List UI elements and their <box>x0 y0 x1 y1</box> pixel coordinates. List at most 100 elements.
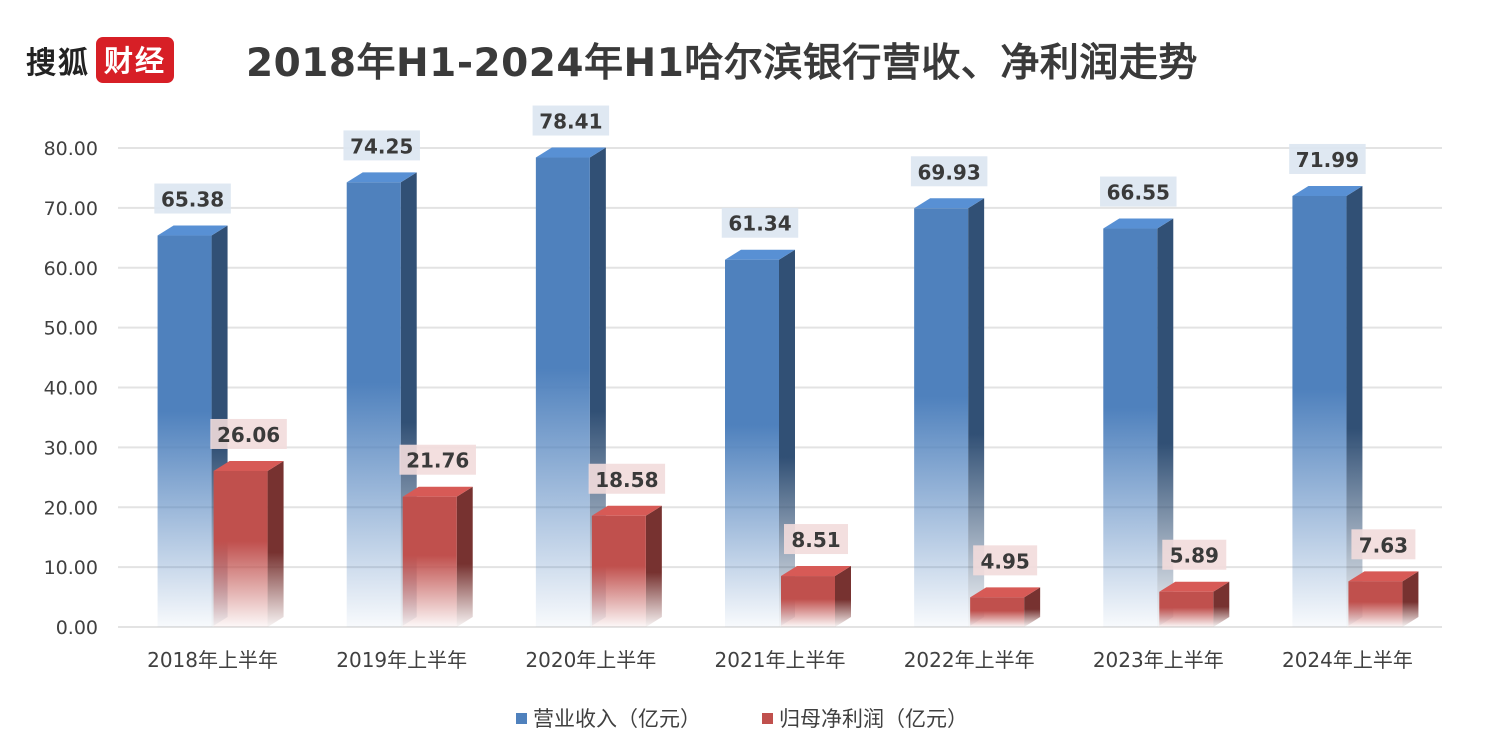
y-tick-label: 50.00 <box>44 318 98 340</box>
bar-net-profit <box>1159 581 1230 627</box>
bar-front <box>725 259 779 627</box>
bar-revenue <box>1103 218 1174 628</box>
bar-side <box>645 505 662 627</box>
bars <box>157 147 1419 628</box>
bar-side <box>1157 218 1174 628</box>
data-label: 66.55 <box>1107 181 1170 205</box>
bar-front <box>914 208 969 627</box>
data-label-bg <box>532 105 610 136</box>
bar-top <box>781 566 851 577</box>
bar-front <box>591 515 646 627</box>
data-label: 7.63 <box>1359 533 1408 557</box>
bar-front <box>535 157 590 627</box>
x-tick-label: 2019年上半年 <box>336 648 467 672</box>
bar-side <box>1024 587 1041 627</box>
data-label-bg <box>210 418 287 449</box>
logo-caijing-badge: 财经 <box>96 37 175 83</box>
y-tick-label: 80.00 <box>44 138 98 160</box>
data-label-bg <box>910 156 988 187</box>
bar-revenue <box>1292 185 1363 627</box>
y-tick-label: 40.00 <box>44 378 98 400</box>
data-label: 21.76 <box>406 449 469 473</box>
x-tick-label: 2022年上半年 <box>904 648 1035 672</box>
bar-top <box>157 225 228 236</box>
bar-net-profit <box>970 587 1041 627</box>
bar-top <box>970 587 1041 598</box>
data-label-bg <box>154 183 231 214</box>
bar-top <box>591 505 662 516</box>
bar-side <box>589 147 606 627</box>
bar-revenue <box>535 147 606 627</box>
x-tick-label: 2024年上半年 <box>1282 648 1413 672</box>
bar-top <box>1292 185 1363 196</box>
bar-net-profit <box>213 460 284 627</box>
data-label: 4.95 <box>980 549 1029 573</box>
bar-front <box>213 470 268 627</box>
data-label: 5.89 <box>1170 544 1219 568</box>
bar-front <box>402 496 457 627</box>
y-tick-label: 30.00 <box>44 437 98 459</box>
bar-top <box>213 460 284 471</box>
bar-top <box>725 249 795 260</box>
bar-front <box>157 235 212 628</box>
chart-title: 2018年H1-2024年H1哈尔滨银行营收、净利润走势 <box>246 41 1198 86</box>
data-label-bg <box>399 444 476 475</box>
bar-side <box>1402 571 1419 627</box>
x-axis: 2018年上半年 2019年上半年 2020年上半年 2021年上半年 2022年上半年… <box>147 648 1413 672</box>
bar-revenue <box>914 198 985 627</box>
data-label: 78.41 <box>539 110 602 134</box>
data-label-bg <box>1162 539 1227 570</box>
data-label-bg <box>1289 143 1366 174</box>
data-label: 74.25 <box>350 134 413 158</box>
bar-top <box>535 147 606 158</box>
bar-side <box>456 486 473 627</box>
y-tick-label: 70.00 <box>44 198 98 220</box>
data-label-bg <box>588 463 666 494</box>
bar-top <box>914 198 985 209</box>
legend-label: 归母净利润（亿元） <box>779 707 968 731</box>
legend-swatch <box>762 713 773 724</box>
data-label: 71.99 <box>1296 148 1359 172</box>
sohu-caijing-logo: 搜狐 财经 <box>26 36 175 84</box>
data-label-bg <box>973 545 1038 576</box>
bar-front <box>1292 195 1347 627</box>
data-labels: 65.38 26.06 74.25 21.76 78.41 18.58 61.34 8.51 6… <box>154 105 1416 576</box>
bar-revenue <box>157 225 228 628</box>
bar-front <box>1348 581 1403 627</box>
bar-top <box>346 172 417 183</box>
y-tick-label: 60.00 <box>44 258 98 280</box>
bar-net-profit <box>591 505 662 627</box>
bar-net-profit <box>781 566 851 627</box>
bar-side <box>1213 581 1230 627</box>
bar-top <box>1103 218 1174 229</box>
bar-side <box>267 460 284 627</box>
bar-top <box>1348 571 1419 582</box>
x-tick-label: 2023年上半年 <box>1093 648 1224 672</box>
bar-front <box>1103 228 1158 628</box>
legend-swatch <box>516 713 527 724</box>
y-tick-label: 0.00 <box>56 617 98 639</box>
data-label: 61.34 <box>728 212 791 236</box>
bar-front <box>781 576 835 627</box>
data-label-bg <box>1351 529 1416 560</box>
x-tick-label: 2020年上半年 <box>525 648 656 672</box>
legend: 营业收入（亿元） 归母净利润（亿元） <box>516 707 968 731</box>
x-tick-label: 2018年上半年 <box>147 648 278 672</box>
data-label: 65.38 <box>161 188 224 212</box>
y-tick-label: 20.00 <box>44 497 98 519</box>
data-label-bg <box>343 130 420 161</box>
bar-front <box>970 597 1025 627</box>
bar-front <box>1159 591 1214 627</box>
bar-net-profit <box>1348 571 1419 627</box>
bar-revenue <box>725 249 795 627</box>
legend-label: 营业收入（亿元） <box>533 707 701 731</box>
data-label: 69.93 <box>918 160 981 184</box>
y-axis: 0.00 10.00 20.00 30.00 40.00 50.00 60.00 70.00 8… <box>44 138 98 639</box>
bar-top <box>1159 581 1230 592</box>
bar-front <box>346 182 401 627</box>
bar-side <box>968 198 985 627</box>
y-tick-label: 10.00 <box>44 557 98 579</box>
data-label: 18.58 <box>595 468 658 492</box>
bar-side <box>835 566 851 627</box>
bar-top <box>402 486 473 497</box>
